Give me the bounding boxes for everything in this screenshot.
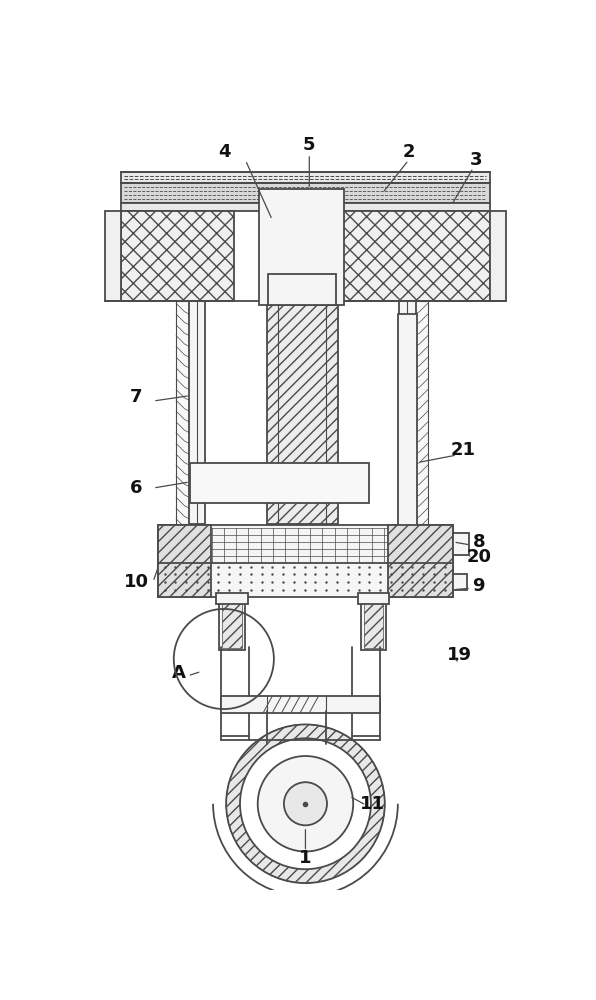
Text: 2: 2 <box>402 143 415 161</box>
Bar <box>219 597 244 650</box>
Bar <box>268 274 336 305</box>
Text: A: A <box>172 664 185 682</box>
Text: 5: 5 <box>303 136 315 154</box>
Bar <box>189 301 206 524</box>
Bar <box>216 593 248 604</box>
Text: 6: 6 <box>130 479 142 497</box>
Text: 20: 20 <box>466 548 491 566</box>
Text: 10: 10 <box>123 573 148 591</box>
Text: 7: 7 <box>130 388 142 406</box>
Bar <box>159 525 211 597</box>
Bar <box>399 301 415 524</box>
Circle shape <box>240 738 371 869</box>
Text: 19: 19 <box>447 646 472 664</box>
Bar <box>364 599 383 648</box>
Bar <box>120 211 234 301</box>
Text: 1: 1 <box>299 849 312 867</box>
Bar <box>358 593 389 604</box>
Bar <box>259 189 344 305</box>
Circle shape <box>257 756 353 852</box>
Bar <box>159 525 454 597</box>
Circle shape <box>226 724 385 883</box>
Bar <box>222 599 241 648</box>
Text: 9: 9 <box>473 577 485 595</box>
Circle shape <box>284 782 327 825</box>
Bar <box>267 301 338 524</box>
Bar <box>120 203 491 211</box>
Text: 3: 3 <box>470 151 483 169</box>
Bar <box>190 463 368 503</box>
Bar <box>176 301 189 524</box>
Bar <box>361 597 386 650</box>
Bar <box>454 574 467 590</box>
Bar <box>105 211 120 301</box>
Bar <box>398 314 417 528</box>
Bar <box>342 211 491 301</box>
Bar <box>388 525 454 597</box>
Text: 8: 8 <box>473 533 485 551</box>
Bar <box>120 183 491 203</box>
Text: 4: 4 <box>218 143 231 161</box>
Bar <box>415 301 428 524</box>
Text: 21: 21 <box>451 441 476 459</box>
Bar <box>454 533 468 555</box>
Bar <box>491 211 505 301</box>
Bar <box>120 172 491 183</box>
Text: 11: 11 <box>360 795 385 813</box>
Bar <box>221 696 380 713</box>
